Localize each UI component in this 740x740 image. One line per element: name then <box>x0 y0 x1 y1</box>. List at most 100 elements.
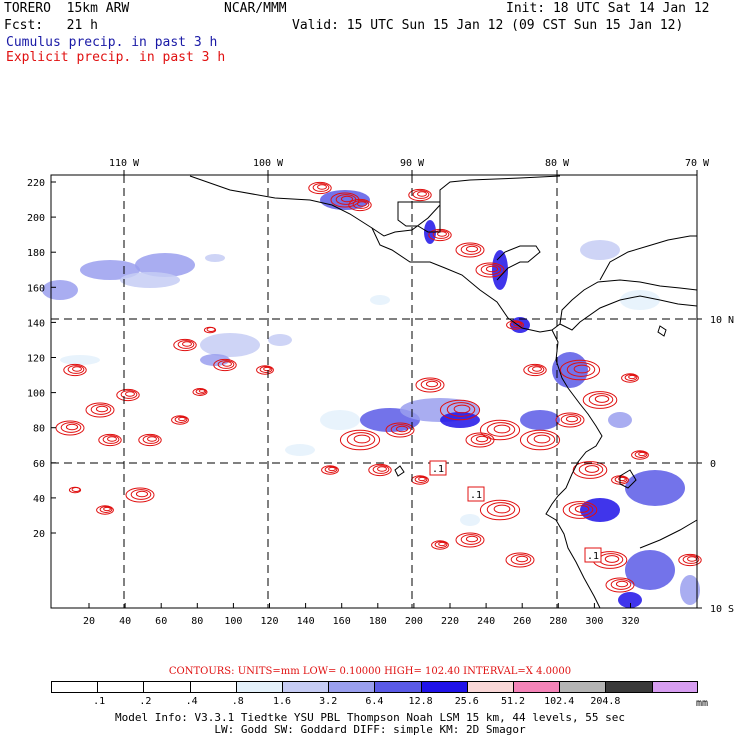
explicit-contour <box>414 476 428 483</box>
explicit-contour <box>130 489 152 500</box>
explicit-contour <box>63 363 87 377</box>
explicit-contour <box>321 465 339 475</box>
explicit-contour <box>263 366 271 372</box>
explicit-contour <box>465 535 479 543</box>
colorbar-tick-label: 3.2 <box>319 696 338 707</box>
explicit-contour <box>339 429 381 451</box>
explicit-contour <box>308 181 332 195</box>
low-value-labels: .1 .1 .1 <box>429 460 602 563</box>
x-tick-label: 100 <box>224 616 242 627</box>
colorbar-tick-label: 204.8 <box>590 696 621 707</box>
explicit-contour <box>71 487 81 492</box>
explicit-contour <box>533 434 551 444</box>
explicit-contour <box>631 450 649 460</box>
explicit-contour <box>408 188 432 202</box>
explicit-contour <box>312 183 330 192</box>
explicit-contour <box>417 191 427 197</box>
explicit-contour <box>568 503 594 516</box>
x-tick-label: 320 <box>621 616 639 627</box>
colorbar-tick-label: 12.8 <box>408 696 433 707</box>
y-tick-label: 180 <box>27 248 45 259</box>
explicit-contour <box>352 200 370 209</box>
model-info-line1: Model Info: V3.3.1 Tiedtke YSU PBL Thomp… <box>115 711 625 724</box>
explicit-contour <box>116 388 140 402</box>
explicit-contour <box>638 451 646 457</box>
forecast-hour: Fcst: 21 h <box>4 18 98 33</box>
cumulus-blob <box>42 280 78 300</box>
cumulus-blob <box>268 334 292 346</box>
explicit-contour <box>594 395 610 403</box>
longitude-label: 110 W <box>109 158 140 169</box>
cumulus-blob <box>60 355 100 365</box>
x-tick-label: 80 <box>191 616 203 627</box>
x-tick-label: 140 <box>297 616 315 627</box>
explicit-contour <box>72 366 82 372</box>
explicit-contour <box>103 506 111 512</box>
explicit-contour <box>192 388 208 396</box>
longitude-label: 100 W <box>253 158 284 169</box>
x-tick-label: 180 <box>369 616 387 627</box>
colorbar-swatch <box>374 681 421 693</box>
x-tick-label: 200 <box>405 616 423 627</box>
explicit-contour <box>85 402 115 418</box>
explicit-contour <box>217 360 235 369</box>
cumulus-blob <box>135 253 195 277</box>
explicit-contour <box>434 541 448 548</box>
coastline-segment <box>397 201 441 233</box>
cumulus-blob <box>200 354 230 366</box>
explicit-contour <box>485 265 499 273</box>
explicit-contour <box>486 422 516 437</box>
explicit-contour <box>506 320 524 330</box>
map-frame <box>50 174 698 609</box>
colorbar-tick-label: 1.6 <box>272 696 292 707</box>
colorbar-tick-label: .8 <box>231 696 244 707</box>
explicit-contour <box>330 192 360 208</box>
colorbar-swatch <box>513 681 560 693</box>
explicit-contour <box>90 404 112 415</box>
colorbar-tick-label: 102.4 <box>544 696 575 707</box>
y-tick-label: 80 <box>33 424 45 435</box>
cumulus-blob <box>680 575 700 605</box>
explicit-contour <box>509 321 523 328</box>
explicit-contour <box>102 435 120 444</box>
x-tick-label: 20 <box>83 616 95 627</box>
colorbar-swatch <box>282 681 329 693</box>
cumulus-blob <box>618 592 642 608</box>
colorbar-tick-label: .1 <box>93 696 106 707</box>
explicit-contour <box>687 556 697 562</box>
explicit-contour <box>510 554 532 565</box>
explicit-contour <box>390 424 412 435</box>
colorbar-tick-label: 6.4 <box>365 696 384 707</box>
cumulus-blob <box>320 410 360 430</box>
coastline-segment <box>657 325 667 337</box>
explicit-contour <box>195 388 207 395</box>
explicit-contour <box>67 365 85 374</box>
colorbar-swatch <box>97 681 144 693</box>
coastline <box>189 175 698 609</box>
low-label: .1 <box>470 490 482 501</box>
y-tick-label: 120 <box>27 354 45 365</box>
explicit-contour <box>572 461 608 479</box>
explicit-contour <box>438 541 446 547</box>
cumulus-blob <box>120 272 180 288</box>
cumulus-blob <box>552 352 588 388</box>
x-tick-label: 280 <box>549 616 567 627</box>
coastline-segment <box>639 519 698 549</box>
explicit-contour <box>560 414 582 425</box>
explicit-contour <box>346 432 376 447</box>
explicit-contour <box>317 184 327 190</box>
explicit-contour <box>368 463 392 477</box>
coastline-segment <box>371 227 698 333</box>
explicit-contour <box>446 402 476 417</box>
explicit-contour <box>566 362 596 377</box>
explicit-contour <box>628 374 636 380</box>
explicit-contour <box>527 365 545 374</box>
explicit-contour <box>357 201 367 207</box>
cumulus-blob <box>200 333 260 357</box>
explicit-contour <box>177 340 195 349</box>
y-tick-label: 200 <box>27 213 45 224</box>
explicit-contour <box>437 231 447 237</box>
explicit-contour <box>425 380 439 388</box>
colorbar-swatch <box>189 681 236 693</box>
explicit-contour <box>395 425 409 433</box>
